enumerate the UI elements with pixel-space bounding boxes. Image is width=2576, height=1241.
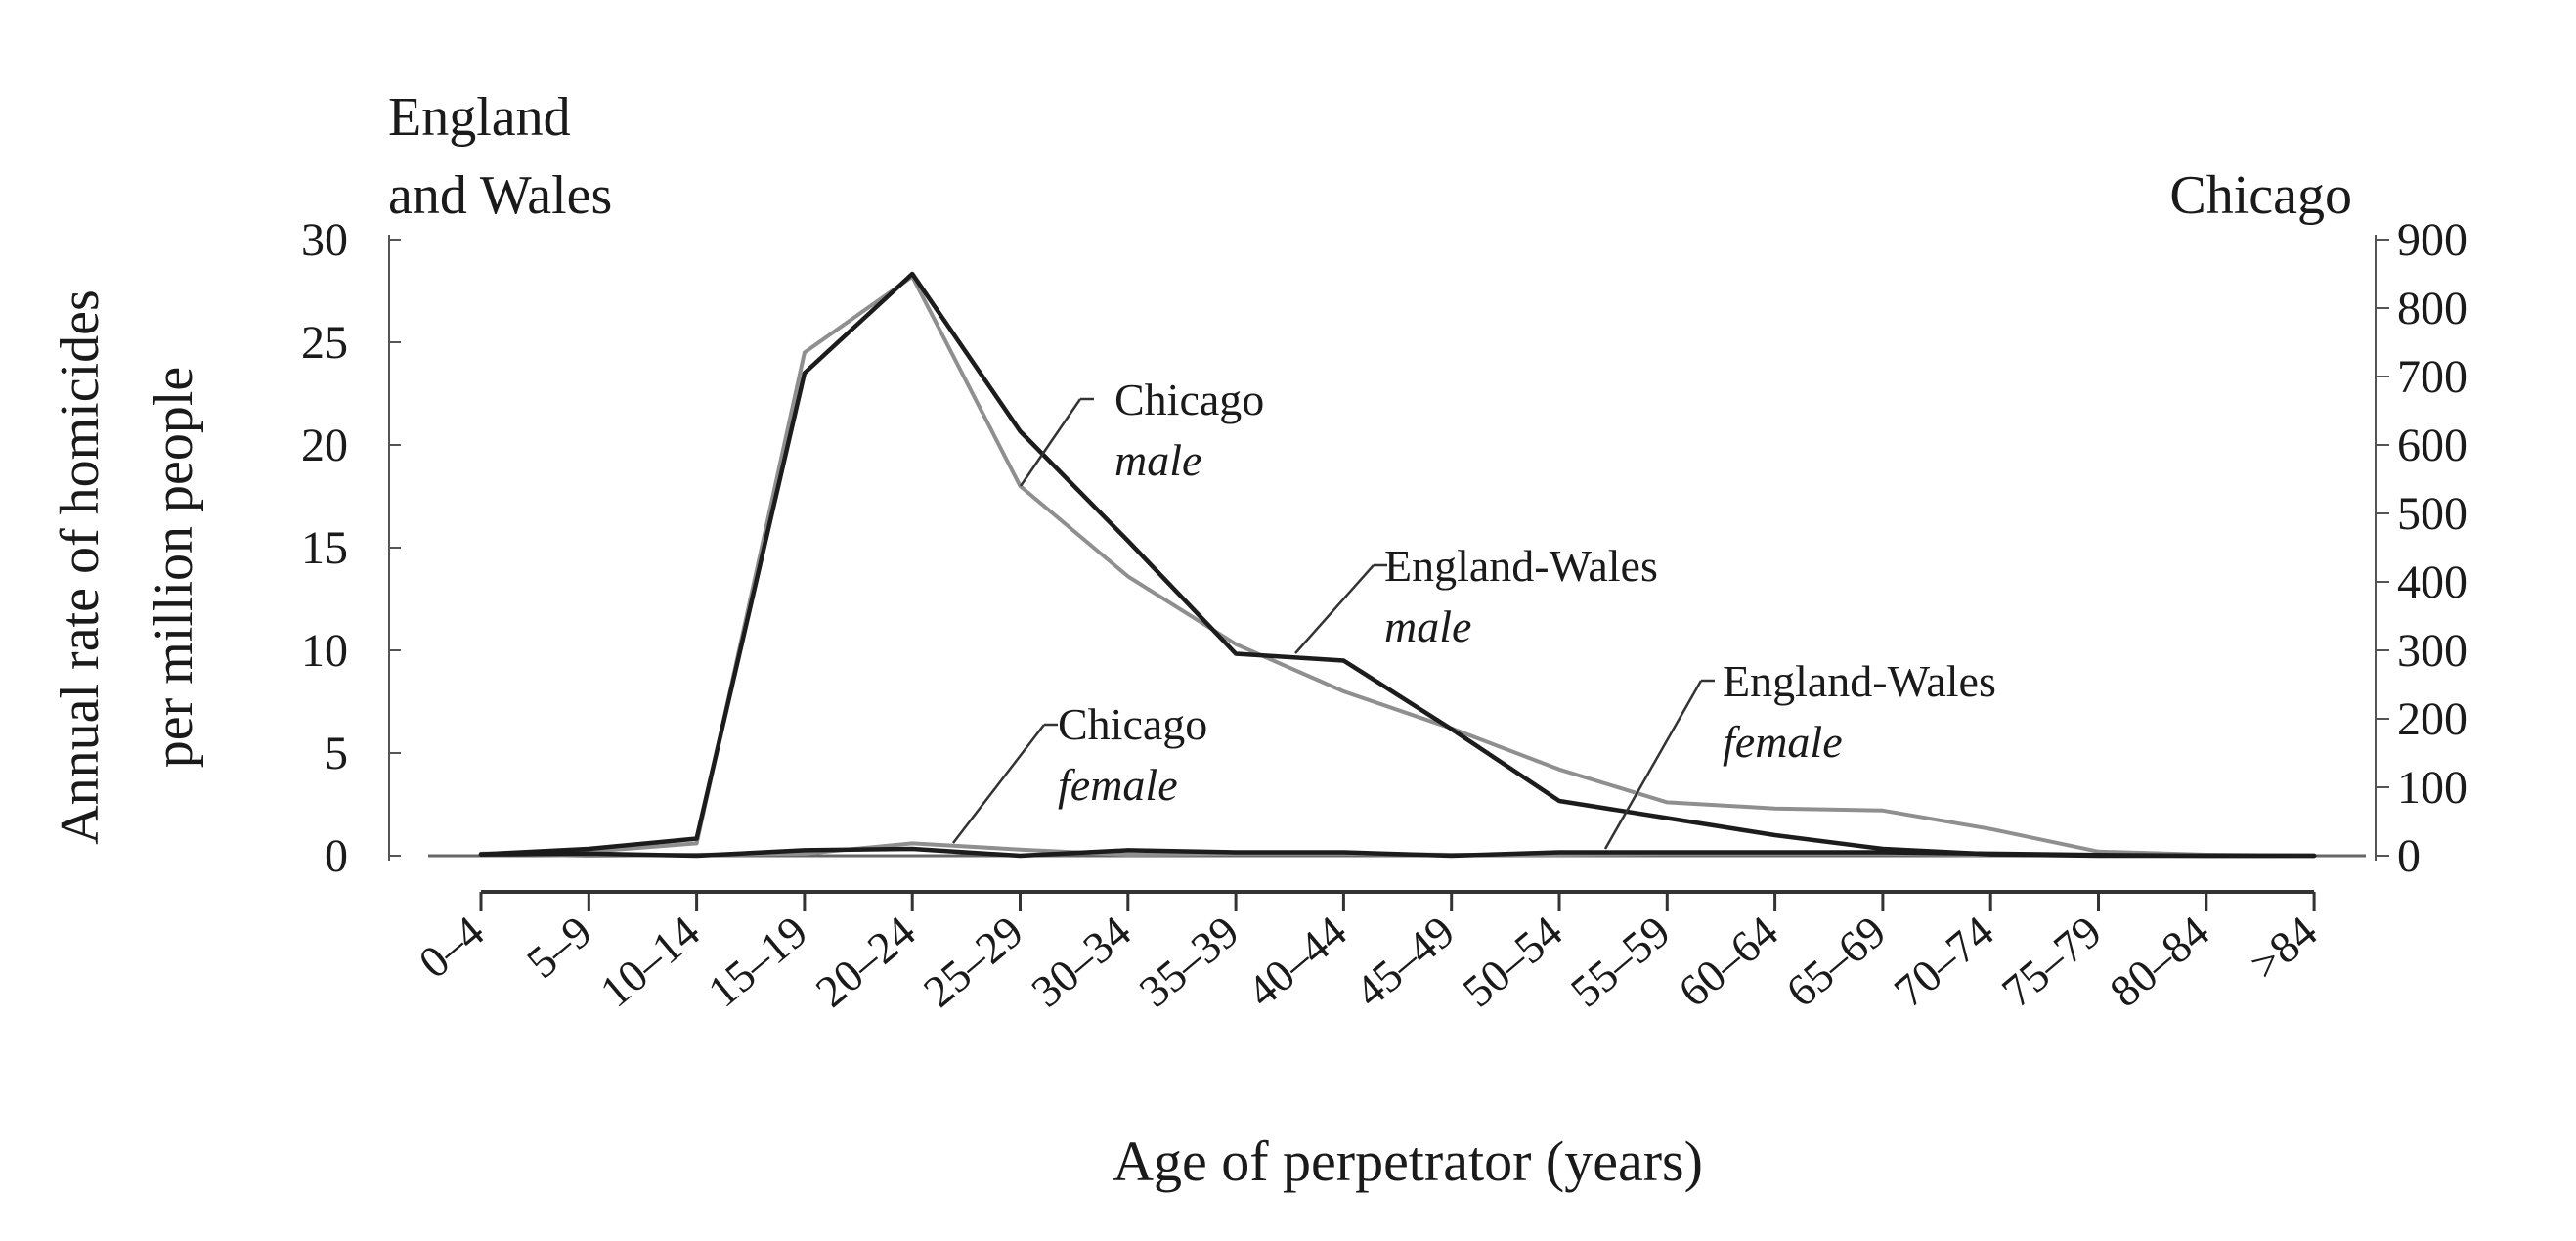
right-axis-tick-label: 0 xyxy=(2397,830,2421,882)
left-axis-tick-label: 25 xyxy=(301,317,348,369)
x-axis-title: Age of perpetrator (years) xyxy=(1113,1130,1703,1193)
left-axis-tick-label: 0 xyxy=(325,830,348,882)
right-axis-tick-label: 200 xyxy=(2397,693,2467,745)
right-axis-tick-label: 800 xyxy=(2397,283,2467,334)
series-line-chicago-male xyxy=(478,271,2317,859)
right-axis-tick-label: 700 xyxy=(2397,351,2467,403)
y-axis-title-line1: Annual rate of homicides xyxy=(50,289,110,845)
labels-layer: Age of perpetrator (years) England and Wal… xyxy=(50,87,2352,1193)
x-axis-tick-label: 80–84 xyxy=(2100,907,2218,1017)
right-axis-tick-label: 400 xyxy=(2397,556,2467,608)
left-axis-title-line1: England xyxy=(388,87,571,148)
x-axis-tick-label: >84 xyxy=(2241,907,2327,990)
leader-chicago-male xyxy=(1019,398,1082,487)
x-axis-tick-label: 25–29 xyxy=(914,907,1032,1017)
left-axis-tick-label: 20 xyxy=(301,420,348,471)
x-axis-tick-label: 20–24 xyxy=(807,907,925,1017)
x-axis-tick-label: 30–34 xyxy=(1022,907,1140,1017)
series-label-chicago-male-sex: male xyxy=(1114,435,1201,485)
series-label-england-wales-female-name: England-Wales xyxy=(1723,656,1996,706)
right-axis-tick-label: 500 xyxy=(2397,488,2467,540)
x-axis-tick-label: 40–44 xyxy=(1238,907,1356,1017)
x-axis-tick-label: 50–54 xyxy=(1454,907,1572,1017)
right-axis-tick-label: 600 xyxy=(2397,420,2467,471)
x-axis-tick-label: 35–39 xyxy=(1130,907,1248,1017)
x-axis-tick-label: 60–64 xyxy=(1669,907,1787,1017)
x-axis-tick-label: 75–79 xyxy=(1992,907,2111,1017)
x-axis-tick-label: 55–59 xyxy=(1561,907,1680,1017)
series-line-england-wales-male xyxy=(479,274,2317,858)
series-label-chicago-female-sex: female xyxy=(1058,760,1178,810)
leader-chicago-female xyxy=(952,724,1045,844)
leader-england-wales-female xyxy=(1603,680,1703,850)
left-axis-tick-label: 30 xyxy=(301,214,348,266)
series-label-england-wales-female-sex: female xyxy=(1723,717,1843,767)
x-axis-tick-label: 70–74 xyxy=(1885,907,2003,1017)
left-axis-title-line2: and Wales xyxy=(388,165,612,226)
y-axis-title-line2: per million people xyxy=(144,367,204,769)
right-axis-title: Chicago xyxy=(2169,165,2352,226)
series-label-chicago-male-name: Chicago xyxy=(1114,375,1264,424)
right-axis-tick-label: 300 xyxy=(2397,625,2467,677)
left-axis-tick-label: 5 xyxy=(325,728,348,779)
series-lines-layer xyxy=(478,271,2317,859)
leader-england-wales-male xyxy=(1294,564,1375,654)
series-label-england-wales-male-name: England-Wales xyxy=(1384,541,1658,591)
left-axis-tick-label: 10 xyxy=(301,625,348,677)
right-axis-tick-label: 100 xyxy=(2397,762,2467,814)
series-label-england-wales-male-sex: male xyxy=(1384,601,1471,651)
x-axis-tick-label: 15–19 xyxy=(698,907,816,1017)
right-axis-tick-label: 900 xyxy=(2397,214,2467,266)
x-axis-tick-label: 65–69 xyxy=(1776,907,1895,1017)
series-label-chicago-female-name: Chicago xyxy=(1058,699,1207,749)
x-axis-tick-label: 5–9 xyxy=(517,907,601,988)
x-axis-tick-label: 45–49 xyxy=(1345,907,1463,1017)
left-axis-tick-label: 15 xyxy=(301,522,348,574)
x-axis-tick-label: 10–14 xyxy=(590,907,709,1017)
x-axis-tick-label: 0–4 xyxy=(410,907,494,988)
